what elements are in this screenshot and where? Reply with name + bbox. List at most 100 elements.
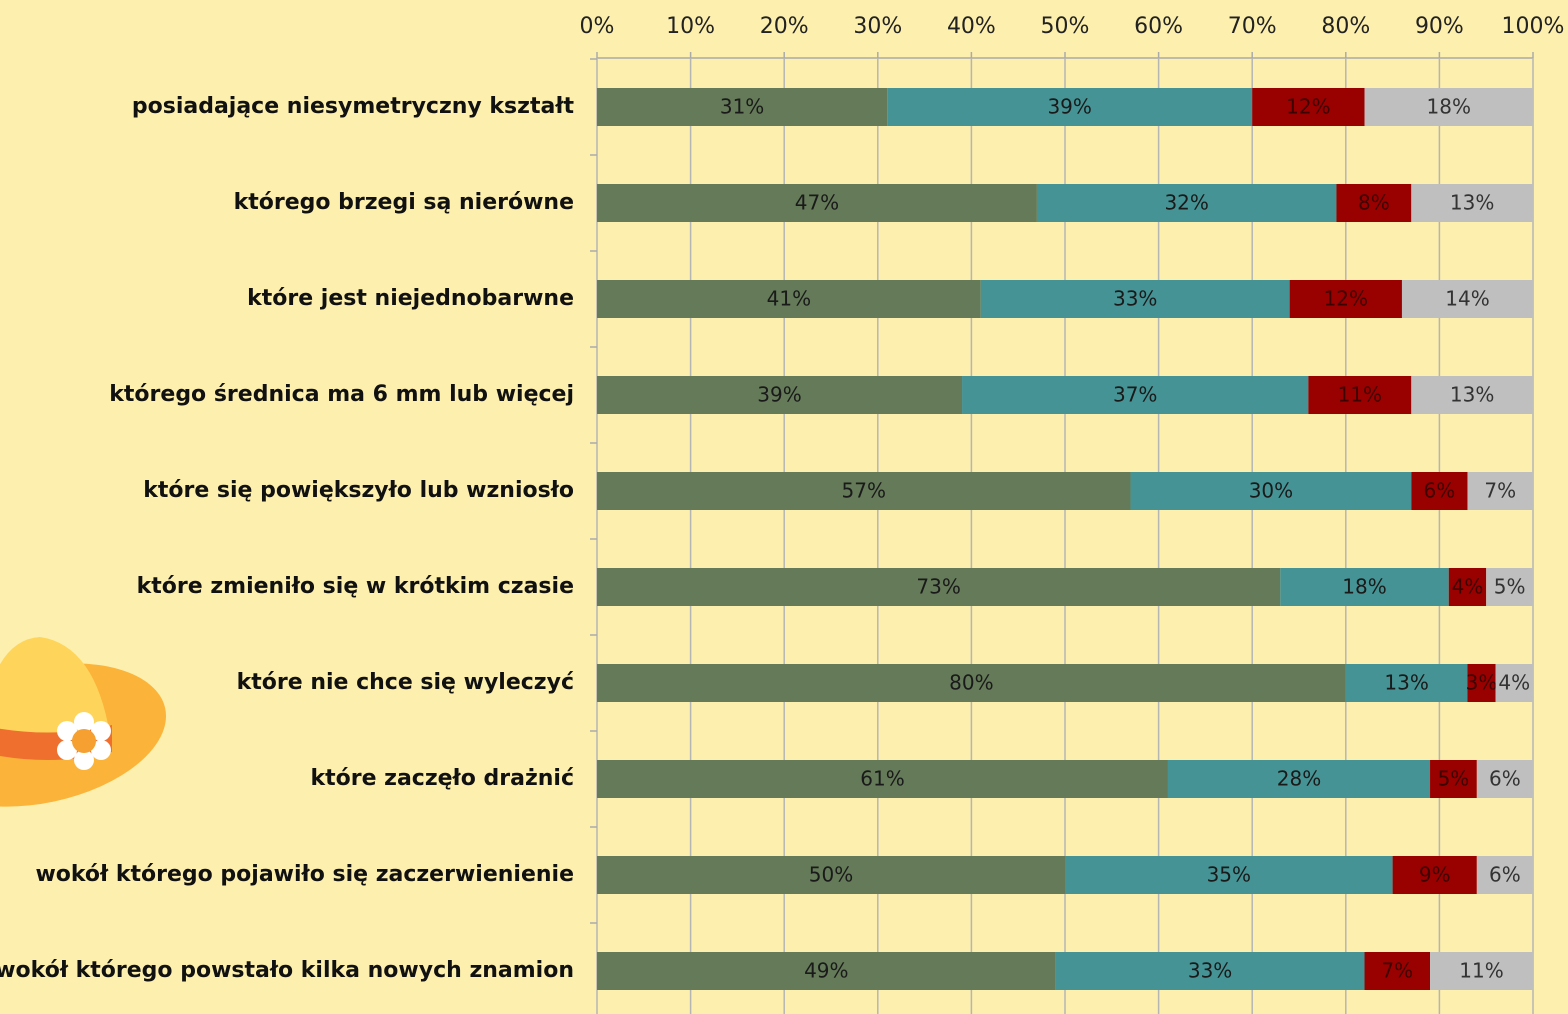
data-label: 14% bbox=[1445, 287, 1489, 311]
data-label: 33% bbox=[1113, 287, 1157, 311]
data-label: 18% bbox=[1427, 95, 1471, 119]
data-label: 12% bbox=[1324, 287, 1368, 311]
data-label: 6% bbox=[1489, 767, 1521, 791]
data-label: 13% bbox=[1384, 671, 1428, 695]
bar-segment bbox=[597, 88, 888, 126]
data-label: 11% bbox=[1459, 959, 1503, 983]
data-label: 7% bbox=[1381, 959, 1413, 983]
bar-segment bbox=[1401, 280, 1533, 318]
bar-segment bbox=[1252, 88, 1365, 126]
x-tick-label: 60% bbox=[1134, 14, 1183, 39]
bar-segment bbox=[1364, 952, 1431, 990]
data-label: 30% bbox=[1249, 479, 1293, 503]
bar-segment bbox=[1280, 568, 1449, 606]
bar-segment bbox=[1065, 856, 1393, 894]
category-label: wokół którego powstało kilka nowych znam… bbox=[0, 958, 574, 983]
data-label: 37% bbox=[1113, 383, 1157, 407]
data-label: 6% bbox=[1424, 479, 1456, 503]
data-label: 9% bbox=[1419, 863, 1451, 887]
data-label: 7% bbox=[1484, 479, 1516, 503]
data-label: 33% bbox=[1188, 959, 1232, 983]
bar-segment bbox=[1392, 856, 1477, 894]
data-label: 12% bbox=[1286, 95, 1330, 119]
data-label: 80% bbox=[949, 671, 993, 695]
data-label: 13% bbox=[1450, 383, 1494, 407]
bar-segment bbox=[1467, 472, 1533, 510]
x-tick-label: 90% bbox=[1415, 14, 1464, 39]
x-tick-label: 100% bbox=[1502, 14, 1565, 39]
data-label: 50% bbox=[809, 863, 853, 887]
x-tick-label: 20% bbox=[760, 14, 809, 39]
bar-segment bbox=[1036, 184, 1337, 222]
data-label: 8% bbox=[1358, 191, 1390, 215]
data-label: 32% bbox=[1164, 191, 1208, 215]
bar-segment bbox=[597, 280, 981, 318]
bar-segment bbox=[1411, 472, 1468, 510]
data-label: 61% bbox=[860, 767, 904, 791]
category-label: które nie chce się wyleczyć bbox=[237, 670, 574, 695]
data-label: 4% bbox=[1498, 671, 1530, 695]
bar-segment bbox=[1495, 664, 1533, 702]
x-tick-label: 70% bbox=[1228, 14, 1277, 39]
data-label: 41% bbox=[767, 287, 811, 311]
bar-segment bbox=[1430, 952, 1533, 990]
x-tick-label: 50% bbox=[1041, 14, 1090, 39]
bar-segment bbox=[1289, 280, 1402, 318]
bar-segment bbox=[1336, 184, 1412, 222]
hat-decoration bbox=[0, 637, 166, 807]
bar-segment bbox=[1476, 856, 1533, 894]
bar-segment bbox=[962, 376, 1309, 414]
bar-segment bbox=[1167, 760, 1431, 798]
data-label: 11% bbox=[1338, 383, 1382, 407]
x-tick-label: 10% bbox=[666, 14, 715, 39]
data-label: 39% bbox=[1047, 95, 1091, 119]
data-label: 5% bbox=[1438, 767, 1470, 791]
bar-segment bbox=[1476, 760, 1533, 798]
category-label: które się powiększyło lub wzniosło bbox=[143, 478, 574, 503]
category-label: posiadające niesymetryczny kształt bbox=[132, 94, 575, 119]
data-label: 13% bbox=[1450, 191, 1494, 215]
bar-segment bbox=[597, 856, 1065, 894]
bar-segment bbox=[1411, 376, 1533, 414]
bar-segment bbox=[1448, 568, 1487, 606]
category-label: które zmieniło się w krótkim czasie bbox=[137, 574, 574, 599]
bar-segment bbox=[1345, 664, 1468, 702]
category-label: które zaczęło drażnić bbox=[310, 766, 574, 791]
data-label: 31% bbox=[720, 95, 764, 119]
bar-segment bbox=[597, 184, 1037, 222]
data-label: 4% bbox=[1452, 575, 1484, 599]
x-tick-label: 30% bbox=[853, 14, 902, 39]
bar-segment bbox=[597, 568, 1281, 606]
data-label: 39% bbox=[757, 383, 801, 407]
bar-segment bbox=[1411, 184, 1533, 222]
bar-segment bbox=[1430, 760, 1477, 798]
data-label: 18% bbox=[1342, 575, 1386, 599]
category-label: wokół którego pojawiło się zaczerwienien… bbox=[35, 862, 574, 887]
bar-segment bbox=[597, 760, 1168, 798]
bar-segment bbox=[887, 88, 1253, 126]
data-label: 3% bbox=[1466, 671, 1498, 695]
data-label: 73% bbox=[916, 575, 960, 599]
bar-segment bbox=[980, 280, 1290, 318]
bar-segment bbox=[597, 376, 963, 414]
x-tick-label: 40% bbox=[947, 14, 996, 39]
data-label: 28% bbox=[1277, 767, 1321, 791]
data-label: 47% bbox=[795, 191, 839, 215]
bar-segment bbox=[1467, 664, 1496, 702]
bar-segment bbox=[1130, 472, 1412, 510]
bar-segment bbox=[1055, 952, 1365, 990]
bar-segment bbox=[597, 472, 1131, 510]
bar-segment bbox=[1364, 88, 1533, 126]
x-tick-label: 80% bbox=[1321, 14, 1370, 39]
data-label: 5% bbox=[1494, 575, 1526, 599]
category-label: które jest niejednobarwne bbox=[247, 286, 574, 311]
x-tick-label: 0% bbox=[580, 14, 615, 39]
bar-segment bbox=[597, 664, 1346, 702]
category-label: którego średnica ma 6 mm lub więcej bbox=[109, 382, 574, 407]
data-label: 35% bbox=[1207, 863, 1251, 887]
category-label: którego brzegi są nierówne bbox=[234, 190, 574, 215]
data-label: 49% bbox=[804, 959, 848, 983]
data-label: 57% bbox=[842, 479, 886, 503]
bar-segment bbox=[1486, 568, 1533, 606]
